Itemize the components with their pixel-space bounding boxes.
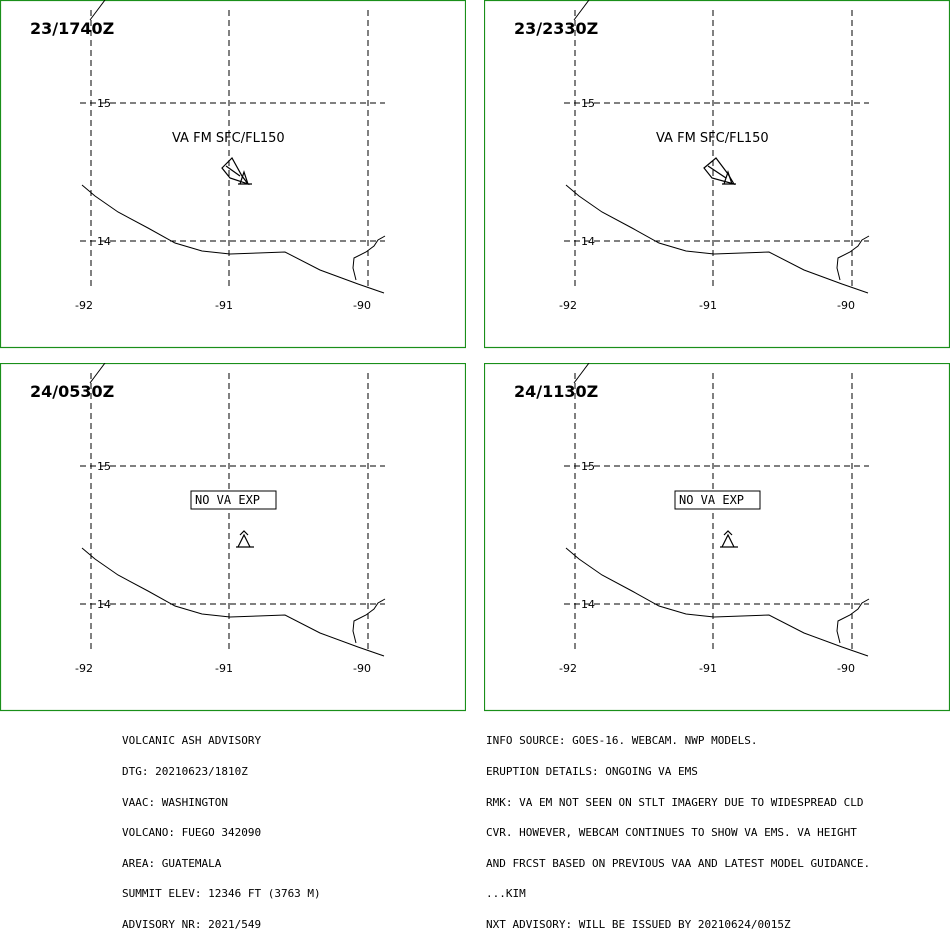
lon-label-90: -90 [837,299,855,312]
coastline-north [89,363,106,384]
coastline-pacific [81,184,385,294]
advisory-line: RMK: VA EM NOT SEEN ON STLT IMAGERY DUE … [486,795,864,809]
advisory-line: AREA: GUATEMALA [122,856,222,870]
no-ash-label: NO VA EXP [195,493,260,507]
map-panel-3: 24/0530Z 15 14 -92 -91 -90 NO VA EXP [0,363,466,712]
map-svg: 24/0530Z 15 14 -92 -91 -90 NO VA EXP [0,363,466,712]
ash-height-label: VA FM SFC/FL150 [172,131,285,146]
advisory-line: AND FRCST BASED ON PREVIOUS VAA AND LATE… [486,856,871,870]
panel-frame [0,0,466,349]
lat-label-15: 15 [581,97,595,110]
map-panel-1: 23/1740Z 15 14 -92 -91 -90 VA FM SFC/FL1… [0,0,466,349]
map-panel-4: 24/1130Z 15 14 -92 -91 -90 NO VA EXP [484,363,950,712]
ash-cloud-inner [707,165,727,179]
lon-label-91: -91 [215,299,233,312]
volcano-icon [236,530,254,548]
map-svg: 23/1740Z 15 14 -92 -91 -90 VA FM SFC/FL1… [0,0,466,349]
border-line [352,598,386,644]
panel-time: 23/1740Z [30,19,114,38]
ash-cloud-polygon [221,157,250,186]
lon-label-92: -92 [75,299,93,312]
lat-label-15: 15 [97,97,111,110]
coastline-pacific [565,184,869,294]
coastline-pacific [81,547,385,657]
lat-label-14: 14 [97,598,111,611]
coastline-pacific [565,547,869,657]
advisory-header-block: VOLCANIC ASH ADVISORY DTG: 20210623/1810… [122,716,321,940]
panel-frame [0,363,466,712]
advisory-line: ...KIM [486,887,526,901]
lon-label-91: -91 [699,299,717,312]
map-svg: 23/2330Z 15 14 -92 -91 -90 VA FM SFC/FL1… [484,0,950,349]
ash-height-label: VA FM SFC/FL150 [656,131,769,146]
advisory-remarks-block: INFO SOURCE: GOES-16. WEBCAM. NWP MODELS… [486,716,870,940]
lon-label-92: -92 [559,299,577,312]
panel-time: 24/1130Z [514,382,598,401]
advisory-line: VOLCANO: FUEGO 342090 [122,826,262,840]
advisory-line: NXT ADVISORY: WILL BE ISSUED BY 20210624… [486,917,791,931]
advisory-line: ADVISORY NR: 2021/549 [122,917,262,931]
lon-label-91: -91 [215,662,233,675]
lat-label-14: 14 [97,235,111,248]
lat-label-14: 14 [581,598,595,611]
volcano-icon [238,170,252,185]
advisory-line: VOLCANIC ASH ADVISORY [122,734,262,748]
border-line [836,235,870,281]
advisory-line: VAAC: WASHINGTON [122,795,228,809]
coastline-north [573,363,590,384]
lon-label-90: -90 [353,662,371,675]
panel-time: 24/0530Z [30,382,114,401]
advisory-line: INFO SOURCE: GOES-16. WEBCAM. NWP MODELS… [486,734,758,748]
lon-label-90: -90 [353,299,371,312]
ash-cloud-polygon [703,157,736,185]
map-panel-2: 23/2330Z 15 14 -92 -91 -90 VA FM SFC/FL1… [484,0,950,349]
no-ash-box [674,490,761,510]
lat-label-15: 15 [97,460,111,473]
border-line [352,235,386,281]
advisory-line: CVR. HOWEVER, WEBCAM CONTINUES TO SHOW V… [486,826,857,840]
ash-cloud-inner [225,165,241,177]
lon-label-91: -91 [699,662,717,675]
lon-label-92: -92 [559,662,577,675]
no-ash-label: NO VA EXP [679,493,744,507]
lat-label-15: 15 [581,460,595,473]
map-svg: 24/1130Z 15 14 -92 -91 -90 NO VA EXP [484,363,950,712]
volcano-icon [722,170,736,185]
volcano-icon [720,530,738,548]
coastline-north [89,0,106,21]
advisory-line: SUMMIT ELEV: 12346 FT (3763 M) [122,887,321,901]
advisory-line: DTG: 20210623/1810Z [122,765,248,778]
border-line [836,598,870,644]
lon-label-92: -92 [75,662,93,675]
panel-frame [484,0,950,349]
no-ash-box [190,490,277,510]
panel-frame [484,363,950,712]
coastline-north [573,0,590,21]
advisory-line: ERUPTION DETAILS: ONGOING VA EMS [486,765,698,778]
lon-label-90: -90 [837,662,855,675]
lat-label-14: 14 [581,235,595,248]
panel-time: 23/2330Z [514,19,598,38]
